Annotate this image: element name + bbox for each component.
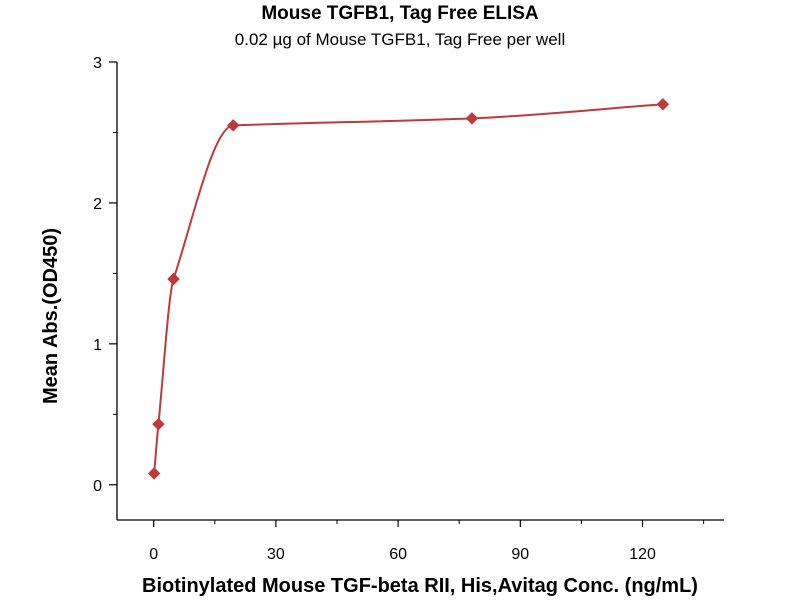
data-point (465, 112, 479, 125)
data-point (226, 119, 240, 132)
chart-subtitle: 0.02 µg of Mouse TGFB1, Tag Free per wel… (234, 30, 566, 49)
fit-curve-layer (153, 103, 663, 474)
data-point (167, 272, 180, 286)
x-tick-label: 120 (629, 546, 656, 563)
chart-title: Mouse TGFB1, Tag Free ELISA (261, 3, 539, 24)
x-tick-label: 0 (149, 546, 158, 563)
x-tick-label: 30 (267, 546, 285, 563)
x-tick-label: 90 (511, 546, 529, 563)
data-point (152, 417, 165, 431)
y-tick-label: 3 (93, 55, 102, 72)
x-axis-title: Biotinylated Mouse TGF-beta RII, His,Avi… (142, 575, 698, 597)
data-point (656, 97, 670, 111)
y-tick-label: 2 (93, 196, 102, 213)
fit-curve (153, 103, 663, 474)
y-axis-title: Mean Abs.(OD450) (40, 228, 62, 404)
y-tick-label: 1 (93, 337, 102, 354)
axes: 0 30 60 90 120 0 1 2 3 (93, 55, 724, 563)
y-tick-label: 0 (93, 478, 102, 495)
data-point (147, 467, 161, 480)
x-tick-label: 60 (389, 546, 407, 563)
data-points-layer (147, 97, 670, 480)
